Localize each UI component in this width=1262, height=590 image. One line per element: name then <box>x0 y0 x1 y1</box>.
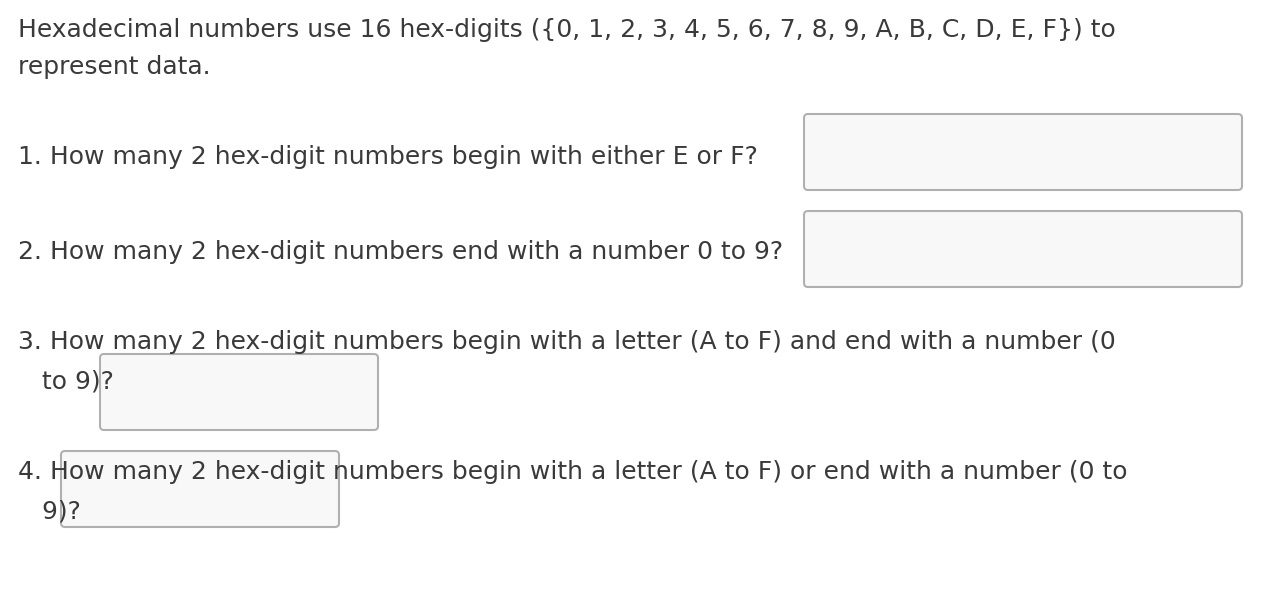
FancyBboxPatch shape <box>804 211 1242 287</box>
Text: Hexadecimal numbers use 16 hex-digits ({0, 1, 2, 3, 4, 5, 6, 7, 8, 9, A, B, C, D: Hexadecimal numbers use 16 hex-digits ({… <box>18 18 1116 42</box>
FancyBboxPatch shape <box>100 354 379 430</box>
Text: 4. How many 2 hex-digit numbers begin with a letter (A to F) or end with a numbe: 4. How many 2 hex-digit numbers begin wi… <box>18 460 1127 484</box>
Text: 1. How many 2 hex-digit numbers begin with either E or F?: 1. How many 2 hex-digit numbers begin wi… <box>18 145 758 169</box>
Text: represent data.: represent data. <box>18 55 211 79</box>
Text: 9)?: 9)? <box>18 500 81 524</box>
Text: 3. How many 2 hex-digit numbers begin with a letter (A to F) and end with a numb: 3. How many 2 hex-digit numbers begin wi… <box>18 330 1116 354</box>
Text: 2. How many 2 hex-digit numbers end with a number 0 to 9?: 2. How many 2 hex-digit numbers end with… <box>18 240 784 264</box>
FancyBboxPatch shape <box>804 114 1242 190</box>
Text: to 9)?: to 9)? <box>18 370 114 394</box>
FancyBboxPatch shape <box>61 451 339 527</box>
